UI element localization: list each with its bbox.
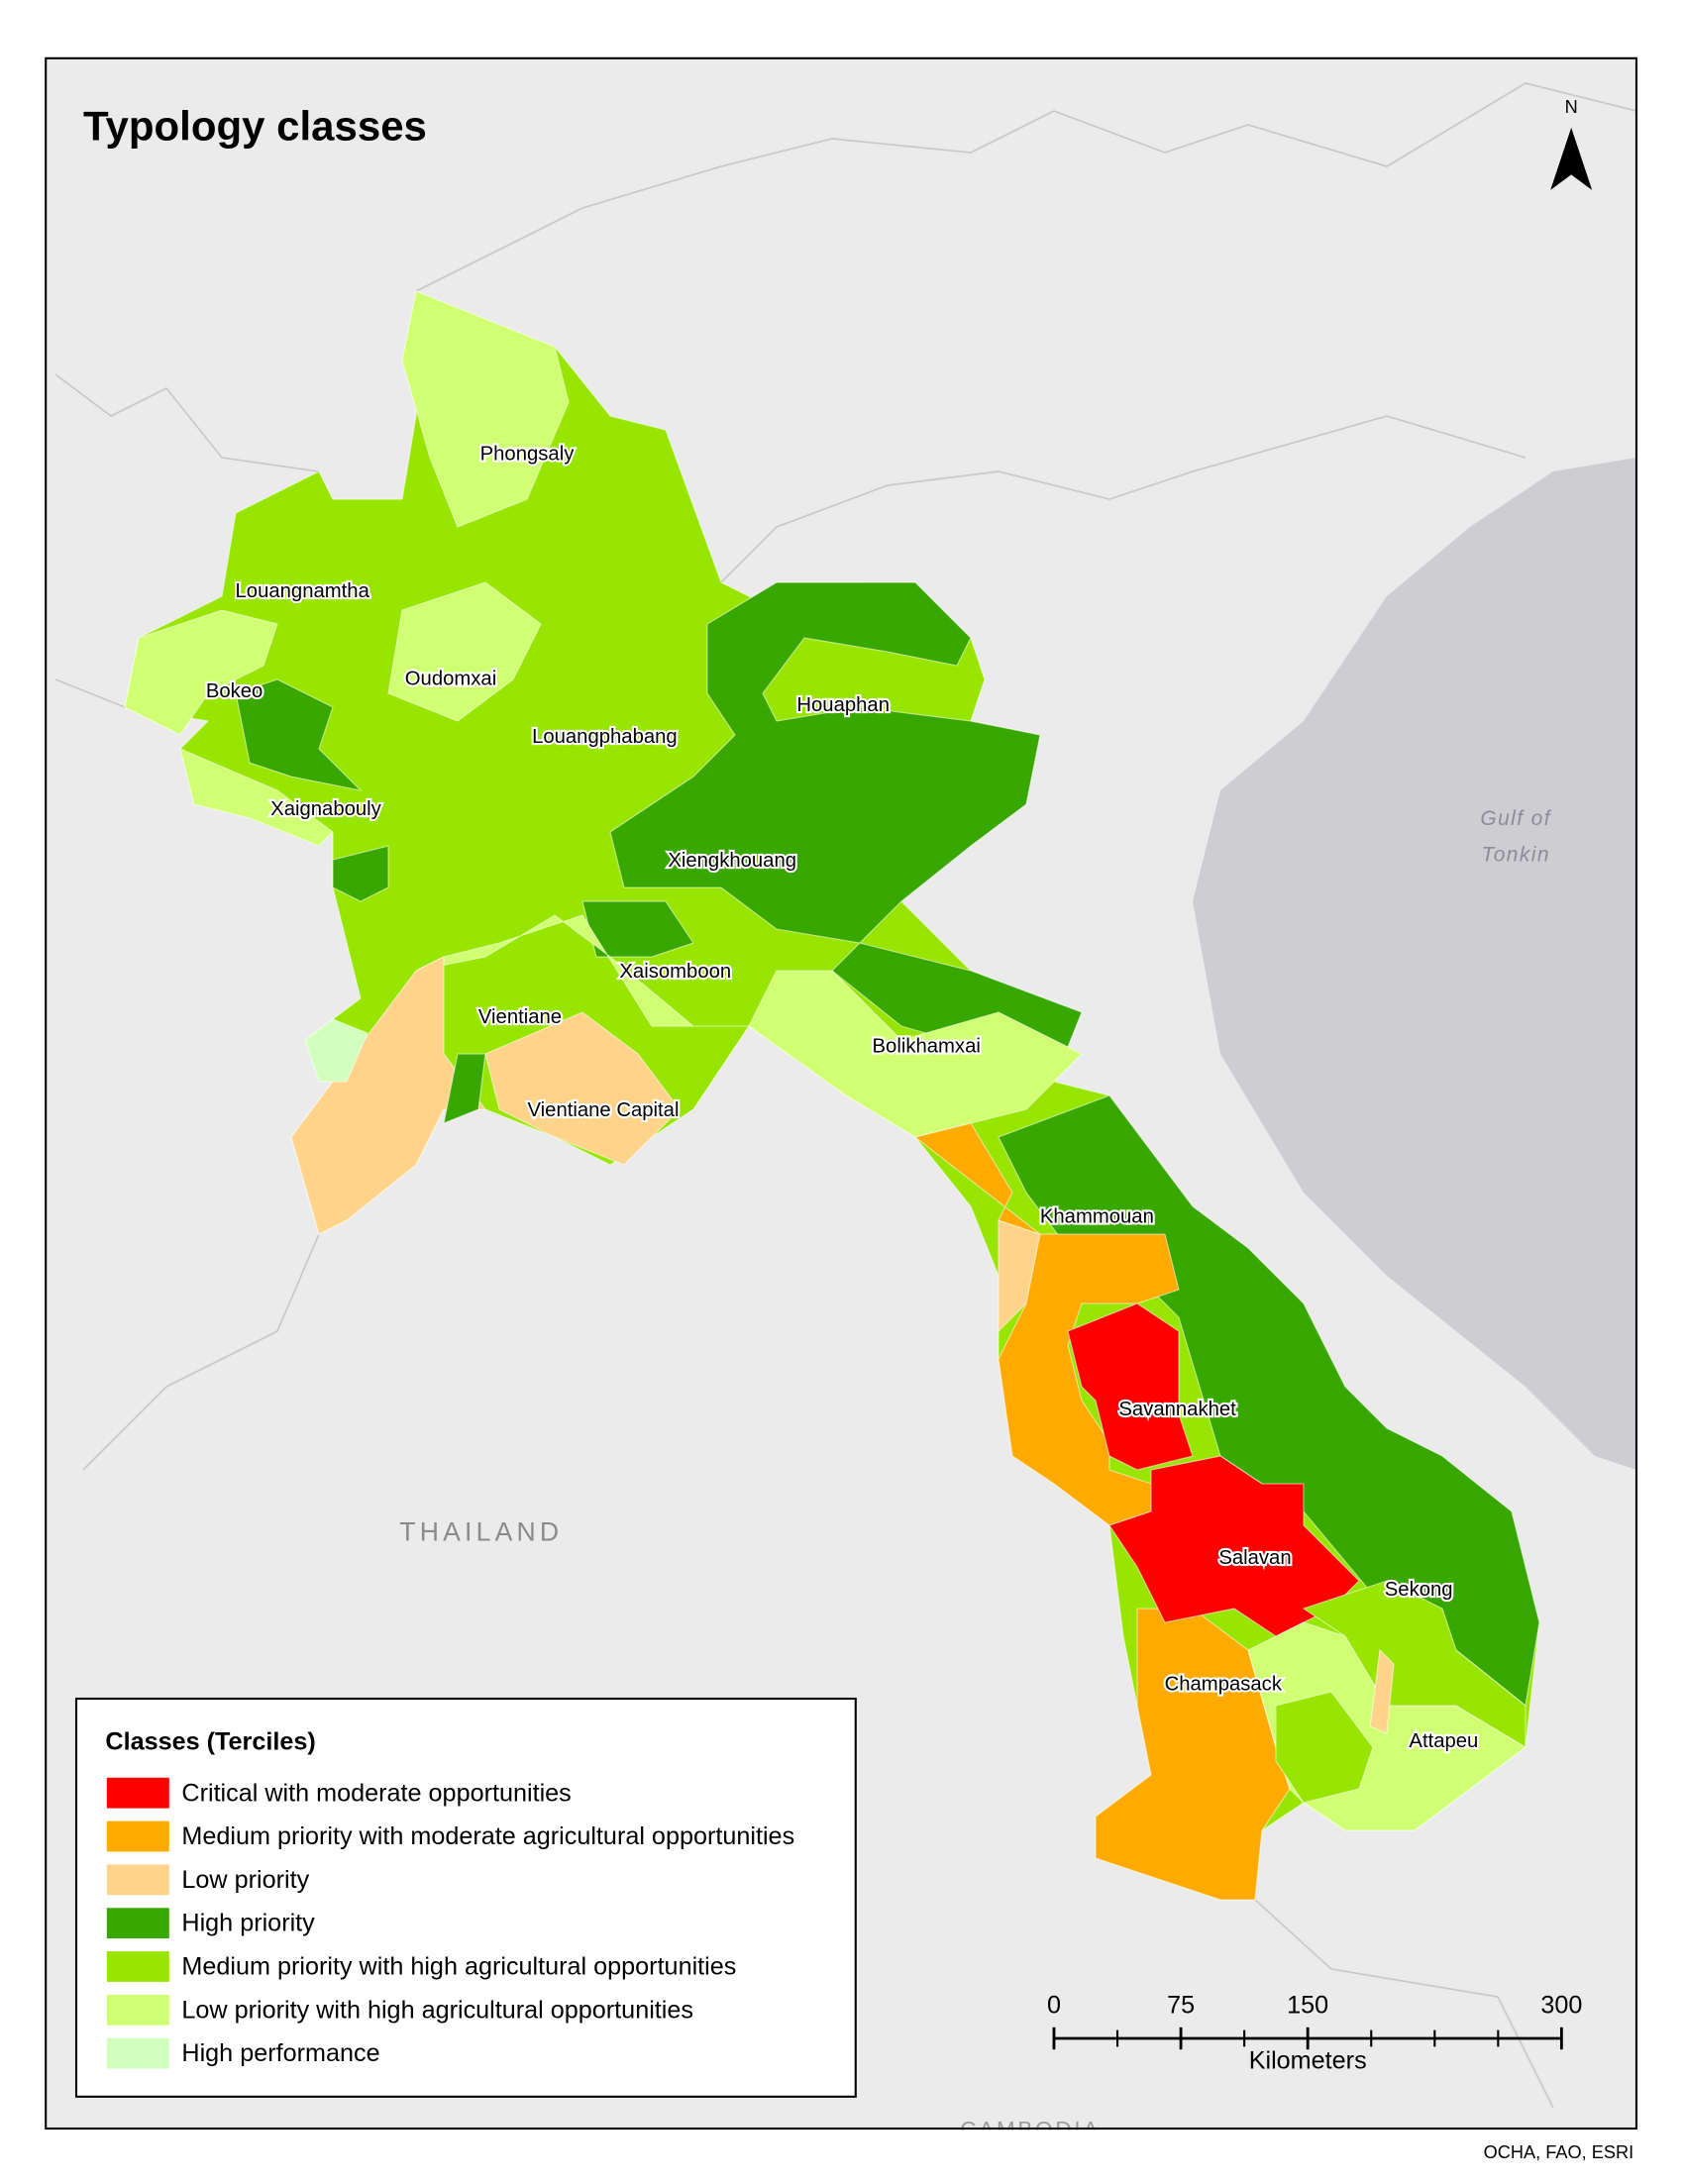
north-label: N	[1565, 97, 1578, 117]
map-title: Typology classes	[83, 102, 427, 149]
province-label: Louangphabang	[532, 726, 678, 748]
province-label: Attapeu	[1409, 1730, 1478, 1752]
legend-label: Low priority with high agricultural oppo…	[181, 1996, 693, 2024]
province-label: Xiengkhouang	[668, 850, 796, 872]
legend-box	[74, 1697, 857, 2098]
border	[54, 373, 320, 472]
province-label: Xaisomboon	[619, 961, 731, 983]
country-label: THAILAND	[399, 1516, 563, 1546]
legend-label: Medium priority with high agricultural o…	[181, 1953, 736, 1981]
legend-label: High priority	[181, 1910, 315, 1937]
scale-bar-label: 75	[1167, 1991, 1195, 2019]
legend: Classes (Terciles) Critical with moderat…	[74, 1697, 857, 2098]
province-region	[484, 1011, 681, 1166]
legend-swatch	[106, 1777, 169, 1809]
legend-swatch	[106, 1820, 169, 1852]
north-arrow	[1550, 127, 1593, 190]
province-label: Khammouan	[1040, 1206, 1154, 1228]
province-label: Louangnamtha	[236, 580, 370, 602]
scale-bar: Kilometers 0 75 150 300	[1047, 1991, 1582, 2074]
province-region	[332, 845, 389, 902]
scale-unit: Kilometers	[1249, 2046, 1367, 2074]
province-label: Phongsaly	[480, 444, 576, 466]
laos-regions	[124, 290, 1540, 1901]
scale-bar-label: 0	[1047, 1991, 1061, 2019]
province-label: Savannakhet	[1118, 1399, 1236, 1420]
province-region	[1275, 1691, 1374, 1804]
province-label: Sekong	[1385, 1579, 1453, 1601]
province-label: Xaignabouly	[270, 798, 381, 820]
province-label: Bokeo	[206, 680, 263, 702]
province-region	[235, 678, 363, 791]
bottom-margin	[46, 2130, 1636, 2179]
province-region	[387, 581, 542, 722]
province-label: Vientiane Capital	[528, 1099, 680, 1121]
scale-bar-label: 300	[1540, 1991, 1582, 2019]
legend-swatch	[106, 1994, 169, 2026]
province-region	[415, 914, 1083, 1138]
province-label: Champasack	[1165, 1673, 1283, 1695]
province-region	[124, 609, 278, 736]
map-frame	[45, 56, 1638, 2131]
province-label: Houaphan	[796, 694, 890, 716]
province-region	[609, 581, 1041, 944]
province-region	[304, 1018, 368, 1083]
province-region	[401, 290, 570, 528]
province-region	[443, 1053, 486, 1124]
province-labels: Phongsaly Louangnamtha Oudomxai Bokeo Ho…	[204, 441, 1481, 1753]
borders	[54, 82, 1637, 2109]
border	[720, 415, 1526, 583]
province-region	[1067, 1302, 1194, 1471]
province-region	[1369, 1648, 1395, 1734]
legend-title: Classes (Terciles)	[105, 1727, 315, 1755]
water-label: Tonkin	[1481, 843, 1549, 866]
province-region	[913, 1122, 1180, 1526]
province-label: Vientiane	[478, 1006, 562, 1028]
legend-swatch	[106, 2037, 169, 2069]
credit: OCHA, FAO, ESRI	[1484, 2142, 1634, 2162]
border	[54, 678, 126, 708]
legend-swatch	[106, 1864, 169, 1896]
border	[82, 1233, 320, 1471]
legend-label: High performance	[181, 2039, 379, 2067]
legend-label: Low priority	[181, 1866, 309, 1894]
legend-swatch	[106, 1908, 169, 1939]
legend-swatch	[106, 1951, 169, 1982]
province-label: Oudomxai	[405, 668, 496, 689]
province-region	[581, 900, 694, 958]
scale-bar-label: 150	[1287, 1991, 1328, 2019]
province-region	[179, 748, 334, 847]
province-region	[1302, 1580, 1526, 1749]
province-label: Bolikhamxai	[873, 1035, 981, 1057]
sea	[1192, 458, 1636, 1471]
province-label: Salavan	[1218, 1547, 1291, 1569]
legend-label: Medium priority with moderate agricultur…	[181, 1822, 794, 1850]
legend-label: Critical with moderate opportunities	[181, 1779, 571, 1807]
water-label: Gulf of	[1480, 807, 1551, 830]
border	[1254, 1899, 1554, 2109]
border	[415, 82, 1637, 292]
